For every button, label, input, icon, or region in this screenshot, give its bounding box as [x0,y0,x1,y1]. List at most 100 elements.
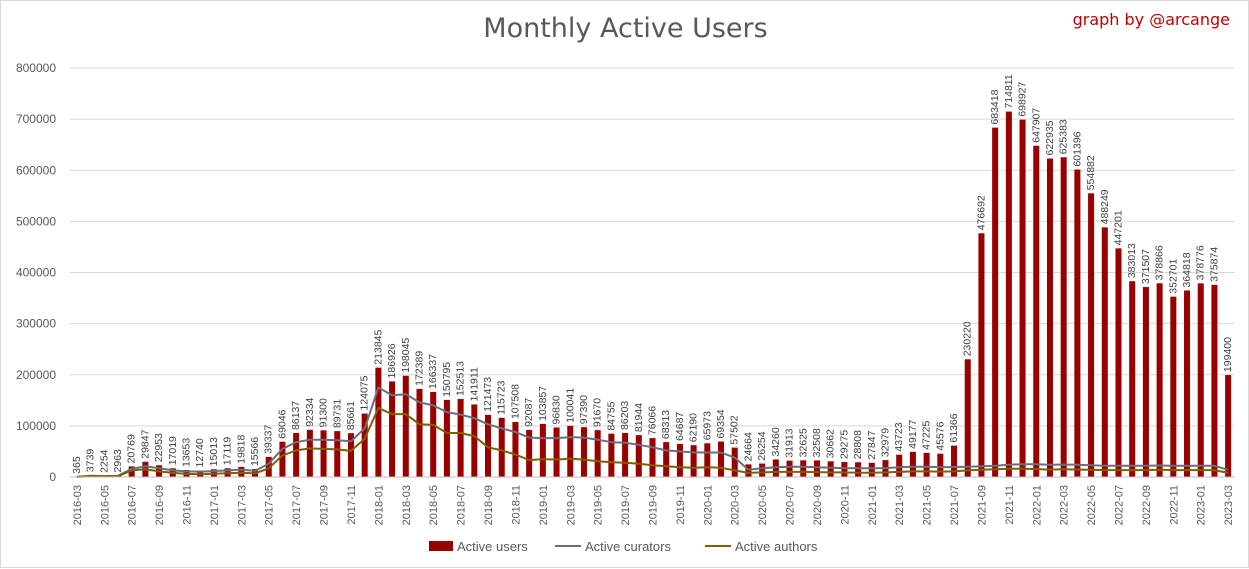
bar [458,399,464,477]
data-label: 89731 [331,399,343,428]
y-tick-label: 100000 [16,419,56,433]
data-label: 27847 [866,430,878,459]
data-label: 352701 [1167,258,1179,293]
bar [992,128,998,477]
bar [978,233,984,477]
bar [1047,159,1053,477]
data-label: 15013 [208,437,220,466]
data-label: 45576 [934,421,946,450]
data-label: 57502 [729,415,741,444]
bar [307,430,313,477]
data-label: 39337 [263,425,275,454]
bar [1225,375,1231,477]
x-tick-label: 2018-05 [428,485,440,525]
y-tick-label: 200000 [16,368,56,382]
bar [636,435,642,477]
data-label: 115723 [496,380,508,414]
data-label: 30662 [825,429,837,458]
x-tick-label: 2019-07 [620,485,632,525]
bar [800,460,806,477]
data-label: 476692 [975,195,987,230]
bar [471,404,477,477]
bar [937,454,943,477]
data-label: 13653 [181,438,193,467]
bar [1088,193,1094,477]
x-tick-label: 2019-09 [648,485,660,525]
bar [787,461,793,477]
data-label: 32625 [797,428,809,457]
data-label: 69354 [715,409,727,438]
bar [663,442,669,477]
data-label: 31913 [784,428,796,457]
x-tick-label: 2023-01 [1196,485,1208,525]
data-label: 65973 [701,411,713,440]
data-label: 32508 [811,428,823,457]
data-label: 378776 [1195,245,1207,280]
data-label: 92087 [523,398,535,427]
bar [1115,248,1121,477]
data-label: 32979 [880,428,892,457]
data-label: 488249 [1099,189,1111,224]
bar [595,430,601,477]
x-tick-label: 2021-09 [976,485,988,525]
y-tick-label: 700000 [16,112,56,126]
bar [677,444,683,477]
data-label: 152513 [455,361,467,396]
bar [869,463,875,477]
data-label: 625383 [1058,119,1070,154]
bar [1061,157,1067,477]
data-label: 34260 [770,427,782,456]
data-label: 29275 [838,430,850,459]
bar [499,418,505,477]
data-label: 100041 [564,388,576,423]
bar [1020,120,1026,477]
bar [1074,170,1080,477]
data-label: 22953 [153,433,165,462]
x-tick-label: 2016-09 [154,485,166,525]
x-tick-label: 2019-05 [593,485,605,525]
x-tick-label: 2022-09 [1141,485,1153,525]
data-label: 91300 [318,398,330,427]
bar [759,464,765,477]
data-label: 86203 [619,401,631,430]
x-tick-label: 2022-03 [1059,485,1071,525]
bar [828,461,834,477]
bar [608,434,614,477]
x-tick-label: 2022-01 [1031,485,1043,525]
data-label: 17119 [222,437,234,466]
y-tick-label: 400000 [16,266,56,280]
x-tick-label: 2017-11 [346,485,358,525]
data-label: 76066 [647,406,659,435]
legend-label: Active curators [585,539,671,554]
data-label: 86137 [290,401,302,430]
bar [1198,283,1204,477]
data-label: 124075 [359,375,371,410]
bar [293,433,299,477]
x-tick-label: 2021-11 [1004,485,1016,525]
data-label: 17019 [167,436,179,465]
data-label: 714811 [1003,74,1015,108]
data-label: 28808 [852,430,864,459]
y-tick-label: 800000 [16,61,56,75]
data-label: 371507 [1140,249,1152,284]
bar [1102,227,1108,477]
y-tick-label: 600000 [16,163,56,177]
data-label: 622935 [1044,120,1056,155]
bar [554,427,560,477]
x-tick-label: 2022-07 [1114,485,1126,525]
x-tick-label: 2023-03 [1223,485,1235,525]
data-label: 68313 [660,410,672,439]
data-label: 365 [71,456,83,474]
x-tick-label: 2016-05 [99,485,111,525]
x-tick-label: 2020-05 [757,485,769,525]
x-tick-label: 2017-01 [209,485,221,525]
bar [1184,290,1190,477]
x-tick-label: 2021-01 [867,485,879,525]
data-label: 47225 [921,420,933,449]
x-tick-label: 2018-11 [510,485,522,525]
data-label: 647907 [1030,108,1042,143]
data-label: 198045 [400,338,412,373]
data-label: 81944 [633,403,645,432]
data-label: 62190 [688,413,700,442]
